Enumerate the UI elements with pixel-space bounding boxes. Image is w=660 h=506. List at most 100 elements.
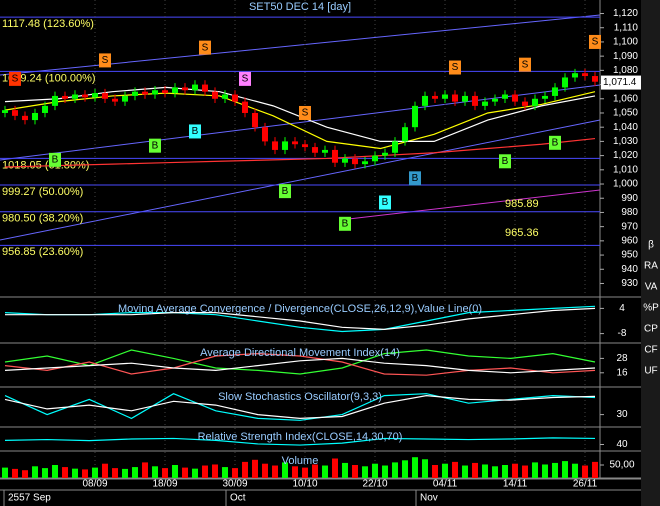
signal-label: S xyxy=(522,59,529,70)
moving-average xyxy=(4,137,596,168)
candle-body xyxy=(532,98,538,106)
candle-body xyxy=(462,95,468,102)
toolbar-button[interactable]: RA xyxy=(644,261,658,272)
x-tick-label: 26/11 xyxy=(573,479,598,490)
signal-label: B xyxy=(152,140,159,151)
candle-body xyxy=(552,87,558,96)
trend-label: 965.36 xyxy=(505,227,539,239)
candle-body xyxy=(322,149,328,153)
indicator-line xyxy=(4,305,596,333)
volume-bar xyxy=(122,468,128,478)
candle-body xyxy=(2,110,8,113)
candle-body xyxy=(352,158,358,165)
volume-bar xyxy=(522,465,528,478)
candle-body xyxy=(392,141,398,153)
signal-label: S xyxy=(452,62,459,73)
volume-bar xyxy=(442,463,448,478)
trend-label: 985.89 xyxy=(505,198,539,210)
volume-bar xyxy=(182,467,188,478)
candle-body xyxy=(582,73,588,77)
signal-label: B xyxy=(552,137,559,148)
volume-bar xyxy=(342,462,348,478)
x-tick-label: 18/09 xyxy=(152,479,177,490)
y-tick-label: 1,100 xyxy=(613,37,638,48)
y-tick-label: 1,060 xyxy=(613,93,638,104)
signal-label: S xyxy=(302,108,309,119)
toolbar-button[interactable]: β xyxy=(648,240,654,251)
fib-label: 980.50 (38.20%) xyxy=(2,213,83,225)
y-tick-label: 930 xyxy=(621,278,638,289)
candle-body xyxy=(372,155,378,162)
volume-bar xyxy=(232,468,238,478)
candle-body xyxy=(262,127,268,142)
indicator-title: Moving Average Convergence / Divergence(… xyxy=(118,303,482,315)
toolbar-button[interactable]: %P xyxy=(643,303,659,314)
y-tick-label: 1,020 xyxy=(613,150,638,161)
candle-body xyxy=(152,90,158,95)
fib-label: 1117.48 (123.60%) xyxy=(2,18,94,30)
y-tick-label: 1,090 xyxy=(613,51,638,62)
y-tick-label: -8 xyxy=(618,328,627,339)
candle-body xyxy=(122,95,128,102)
candle-body xyxy=(202,84,208,92)
candle-body xyxy=(132,91,138,96)
candle-body xyxy=(522,101,528,106)
candle-body xyxy=(502,94,508,99)
candle-body xyxy=(172,87,178,94)
candle-body xyxy=(52,95,58,106)
indicator-line xyxy=(4,349,596,375)
x-tick-label: 30/09 xyxy=(222,479,247,490)
toolbar xyxy=(641,0,660,506)
candle-body xyxy=(342,158,348,163)
fib-label: 1079.24 (100.00%) xyxy=(2,72,96,84)
signal-label: B xyxy=(502,156,509,167)
y-tick-label: 940 xyxy=(621,264,638,275)
toolbar-button[interactable]: VA xyxy=(645,282,658,293)
volume-bar xyxy=(502,465,508,478)
volume-bar xyxy=(312,464,318,478)
volume-bar xyxy=(482,464,488,478)
y-tick-label: 990 xyxy=(621,193,638,204)
volume-bar xyxy=(382,465,388,478)
candle-body xyxy=(332,149,338,163)
signal-label: B xyxy=(192,126,199,137)
volume-bar xyxy=(272,465,278,478)
candle-body xyxy=(362,161,368,165)
month-label: 2557 Sep xyxy=(8,493,51,504)
signal-marker xyxy=(589,34,601,49)
volume-bar xyxy=(372,463,378,478)
y-tick-label: 1,120 xyxy=(613,8,638,19)
volume-bar xyxy=(72,468,78,478)
y-tick-label: 30 xyxy=(616,409,628,420)
candle-body xyxy=(422,95,428,106)
volume-bar xyxy=(322,465,328,478)
month-label: Oct xyxy=(230,493,246,504)
volume-bar xyxy=(172,465,178,478)
candle-body xyxy=(82,94,88,98)
chart-title: SET50 DEC 14 [day] xyxy=(249,1,351,13)
price-tag-label: 1,071.4 xyxy=(603,77,637,88)
candle-body xyxy=(32,112,38,121)
candle-body xyxy=(162,90,168,94)
indicator-line xyxy=(4,393,596,421)
signal-marker xyxy=(299,105,311,120)
candle-body xyxy=(572,73,578,78)
indicator-title: Slow Stochastics Oscillator(9,3,3) xyxy=(218,391,382,403)
volume-bar xyxy=(102,463,108,478)
toolbar-button[interactable]: UF xyxy=(644,366,657,377)
toolbar-button[interactable]: CP xyxy=(644,324,658,335)
y-tick-label: 1,000 xyxy=(613,179,638,190)
volume-bar xyxy=(582,465,588,478)
volume-bar xyxy=(242,461,248,478)
volume-bar xyxy=(552,462,558,478)
month-label: Nov xyxy=(420,493,438,504)
y-tick-label: 16 xyxy=(616,367,628,378)
volume-bar xyxy=(572,463,578,478)
toolbar-button[interactable]: CF xyxy=(644,345,657,356)
signal-marker xyxy=(149,138,161,153)
candle-body xyxy=(182,87,188,91)
candle-body xyxy=(482,101,488,106)
volume-bar xyxy=(202,465,208,478)
signal-marker xyxy=(49,152,61,167)
